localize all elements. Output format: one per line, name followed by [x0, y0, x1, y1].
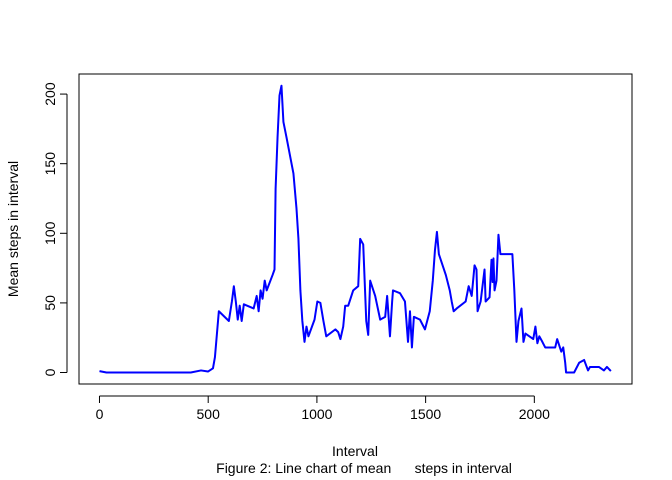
data-line [99, 84, 612, 374]
x-tick-label: 1500 [410, 406, 441, 422]
y-axis-label: Mean steps in interval [5, 161, 21, 297]
y-tick-label: 150 [42, 152, 58, 176]
plot-frame [78, 73, 633, 385]
caption: Figure 2: Line chart of mean steps in in… [216, 460, 512, 476]
x-tick-label: 0 [96, 406, 104, 422]
x-axis-label: Interval [332, 443, 378, 459]
y-tick-label: 200 [42, 82, 58, 106]
x-tick-label: 2000 [519, 406, 550, 422]
y-tick-label: 100 [42, 221, 58, 245]
y-tick-label: 50 [42, 295, 58, 311]
y-tick-label: 0 [42, 368, 58, 376]
x-tick-label: 500 [197, 406, 221, 422]
x-tick-label: 1000 [301, 406, 332, 422]
